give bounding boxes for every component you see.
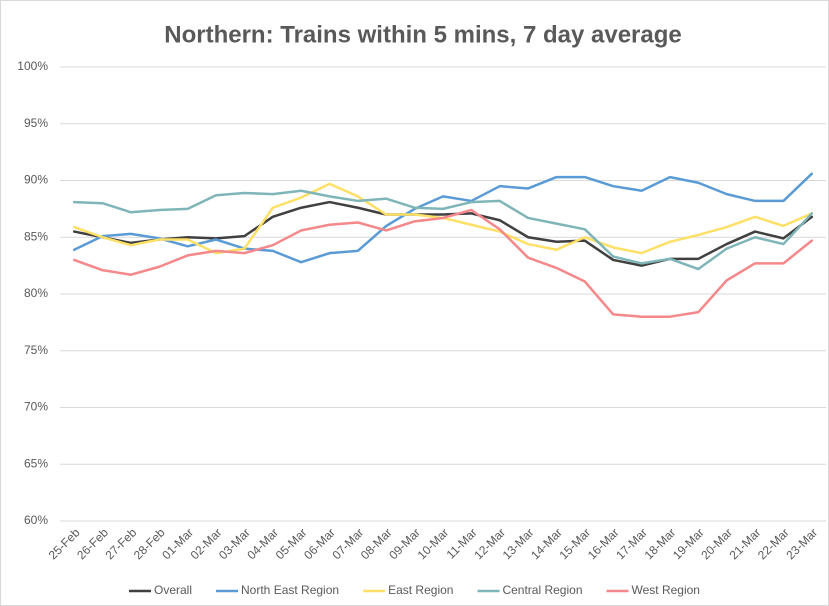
y-tick-label: 95% <box>24 116 48 130</box>
series-line <box>72 208 814 318</box>
y-tick-label: 60% <box>24 513 48 527</box>
y-tick-label: 75% <box>24 343 48 357</box>
y-tick-label: 80% <box>24 286 48 300</box>
legend-label: West Region <box>632 583 700 597</box>
y-tick-label: 70% <box>24 400 48 414</box>
legend-label: North East Region <box>241 583 339 597</box>
y-tick-label: 90% <box>24 173 48 187</box>
y-tick-label: 100% <box>17 59 48 73</box>
legend-label: East Region <box>388 583 453 597</box>
y-tick-label: 85% <box>24 229 48 243</box>
y-tick-label: 65% <box>24 456 48 470</box>
legend-label: Central Region <box>502 583 582 597</box>
series-line <box>72 189 814 271</box>
legend-label: Overall <box>154 583 192 597</box>
series-line <box>72 200 814 267</box>
chart-title: Northern: Trains within 5 mins, 7 day av… <box>164 21 682 48</box>
